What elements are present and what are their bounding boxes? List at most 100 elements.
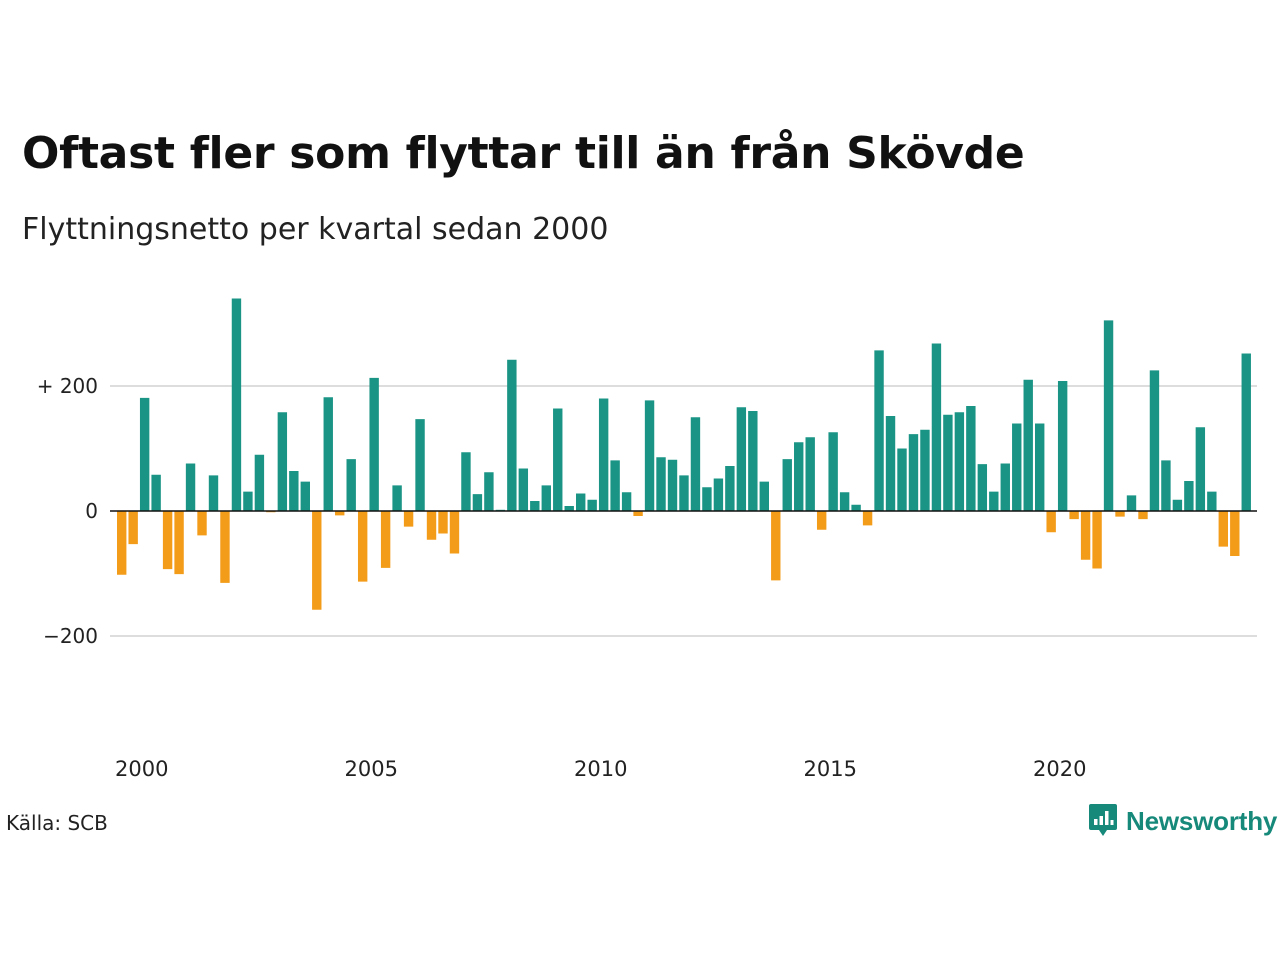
bar <box>1230 511 1240 556</box>
bar <box>610 460 620 512</box>
bar <box>426 511 437 540</box>
bar <box>736 407 747 511</box>
bar <box>1023 379 1033 511</box>
chart-subtitle: Flyttningsnetto per kvartal sedan 2000 <box>22 212 609 247</box>
bar <box>713 478 724 511</box>
bar <box>1092 511 1102 569</box>
bar <box>1138 511 1148 520</box>
bar <box>748 411 758 511</box>
x-tick-label: 2000 <box>115 757 168 781</box>
bar <box>1069 511 1079 520</box>
bar <box>151 474 161 511</box>
bar <box>403 511 414 527</box>
bar <box>690 417 701 511</box>
bar <box>128 511 138 545</box>
bar <box>507 359 517 511</box>
bar <box>1035 423 1045 511</box>
bar <box>289 471 299 511</box>
x-tick-label: 2015 <box>804 757 857 781</box>
bar <box>816 511 827 530</box>
bar <box>771 511 781 581</box>
brand-name: Newsworthy <box>1126 805 1278 836</box>
source-note: Källa: SCB <box>6 811 108 835</box>
bar <box>702 487 712 511</box>
bar <box>897 448 907 511</box>
y-axis-ticks: + 200 0 −200 <box>37 374 98 648</box>
bar <box>794 442 804 511</box>
bar <box>438 511 448 534</box>
bar-chart: + 200 0 −200 2000 2005 2010 2015 2020 <box>37 298 1257 781</box>
bar <box>208 475 219 512</box>
bar <box>1184 481 1194 511</box>
bar <box>576 493 586 511</box>
bar <box>369 377 379 512</box>
bar <box>966 406 976 511</box>
bar <box>185 463 196 511</box>
chart-title: Oftast fler som flyttar till än från Skö… <box>22 128 1025 179</box>
bar <box>1195 427 1206 511</box>
bar <box>1115 511 1125 517</box>
bar <box>174 511 184 575</box>
bar <box>1126 495 1137 512</box>
bar <box>644 400 655 512</box>
bar <box>679 475 689 512</box>
bar <box>323 397 333 511</box>
bar <box>1012 423 1022 511</box>
bar <box>197 511 207 536</box>
bar <box>633 511 643 516</box>
bar <box>725 466 735 511</box>
newsworthy-chart-bubble-icon <box>1089 804 1117 836</box>
bar <box>564 506 574 511</box>
bars <box>117 298 1251 610</box>
bar <box>415 419 425 512</box>
bar <box>472 494 483 512</box>
bar <box>449 511 460 554</box>
bar <box>598 398 609 511</box>
bar <box>1046 511 1056 533</box>
bar <box>989 491 999 512</box>
x-axis-ticks: 2000 2005 2010 2015 2020 <box>115 757 1086 781</box>
bar <box>139 397 150 512</box>
bar <box>220 511 230 583</box>
bar <box>759 481 769 512</box>
bar <box>920 429 930 511</box>
bar <box>1161 460 1171 512</box>
bar <box>885 416 896 511</box>
bar <box>667 459 678 511</box>
x-tick-label: 2020 <box>1033 757 1086 781</box>
bar <box>656 457 666 511</box>
bar <box>874 350 884 512</box>
bar <box>117 511 127 575</box>
bar <box>587 499 597 511</box>
bar <box>977 464 988 512</box>
bar <box>954 412 965 511</box>
bar <box>1000 463 1010 511</box>
bar <box>851 504 861 511</box>
bar <box>1103 320 1114 512</box>
y-tick-label: + 200 <box>37 374 98 398</box>
bar <box>1080 511 1091 560</box>
bar <box>931 343 942 511</box>
bar <box>1207 491 1217 512</box>
x-tick-label: 2005 <box>345 757 398 781</box>
bar <box>621 492 632 511</box>
bar <box>277 412 288 511</box>
bar <box>335 511 345 516</box>
bar <box>346 459 356 512</box>
bar <box>862 511 873 526</box>
bar <box>484 472 494 511</box>
brand-logo: Newsworthy <box>1088 802 1277 840</box>
bar <box>162 511 173 570</box>
bar <box>231 298 242 511</box>
bar <box>312 511 322 610</box>
bar <box>541 485 551 512</box>
bar <box>243 491 253 512</box>
x-tick-label: 2010 <box>574 757 627 781</box>
bar <box>1057 381 1068 511</box>
bar <box>805 437 815 511</box>
bar <box>782 459 792 512</box>
bar <box>1218 511 1228 547</box>
bar <box>392 485 402 512</box>
y-tick-label: 0 <box>85 499 98 523</box>
bar <box>839 492 850 511</box>
